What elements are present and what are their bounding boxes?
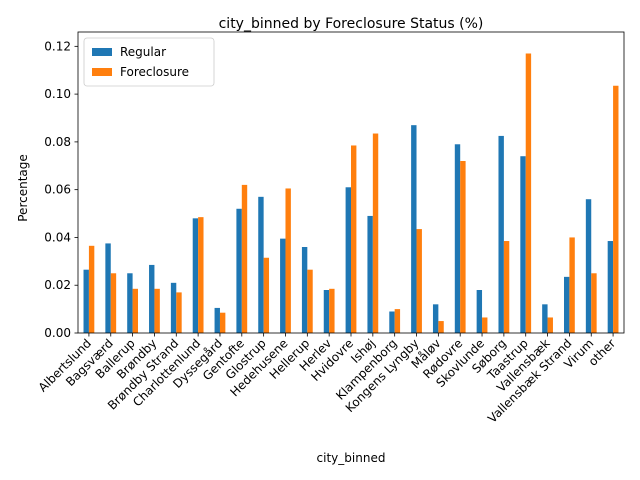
bar-regular-13 [367,215,373,333]
bar-regular-19 [498,135,504,333]
legend-box [83,37,215,87]
bar-regular-9 [280,238,286,333]
bar-foreclosure-5 [198,217,204,333]
bar-regular-0 [83,269,89,333]
y-tick-label: 0.04 [44,230,71,244]
bar-foreclosure-23 [591,273,597,333]
bar-regular-4 [170,282,177,333]
bar-foreclosure-3 [154,288,160,333]
bar-regular-23 [585,199,592,333]
y-tick-label: 0.08 [44,135,71,149]
bar-regular-12 [345,187,351,333]
bar-foreclosure-8 [263,257,270,333]
bar-regular-8 [258,196,264,333]
legend: Regular Foreclosure [83,37,215,87]
bar-foreclosure-4 [176,292,182,333]
legend-swatch-regular [92,48,112,56]
bar-foreclosure-11 [329,288,335,333]
bar-foreclosure-16 [438,321,444,333]
bar-foreclosure-19 [503,241,510,333]
x-axis-title: city_binned [317,451,386,465]
legend-label-regular: Regular [120,45,166,59]
bar-regular-3 [149,264,155,333]
bar-regular-17 [454,144,461,333]
bar-foreclosure-7 [241,184,248,333]
bar-regular-10 [301,247,308,333]
bar-foreclosure-22 [569,237,575,333]
bar-foreclosure-1 [110,273,117,333]
bar-regular-1 [105,243,111,333]
chart-title: city_binned by Foreclosure Status (%) [219,16,484,32]
bar-regular-21 [542,304,548,333]
bar-regular-16 [432,304,439,333]
bar-foreclosure-2 [132,288,138,333]
bar-foreclosure-9 [285,188,291,333]
bar-foreclosure-0 [88,245,95,333]
bar-foreclosure-24 [613,85,619,333]
y-axis-title: Percentage [16,154,30,222]
legend-swatch-foreclosure [92,68,112,76]
bar-foreclosure-13 [372,133,379,333]
y-tick-label: 0.10 [44,87,71,101]
bar-regular-6 [214,307,220,333]
plot-area [77,31,625,334]
bar-regular-22 [564,276,570,333]
bar-regular-2 [127,273,133,333]
bar-regular-24 [607,241,614,333]
bar-foreclosure-12 [351,145,357,333]
bar-regular-11 [323,290,330,333]
bar-foreclosure-17 [460,161,466,333]
y-tick-label: 0.00 [44,326,71,340]
y-tick-label: 0.06 [44,183,71,197]
bar-regular-18 [476,290,483,333]
y-tick-label: 0.12 [44,39,71,53]
bar-regular-14 [389,311,395,333]
bar-foreclosure-14 [394,309,401,333]
bar-foreclosure-6 [219,312,226,333]
bar-regular-20 [520,156,526,333]
legend-label-foreclosure: Foreclosure [120,65,189,79]
bar-foreclosure-18 [482,317,488,333]
bar-foreclosure-15 [416,229,422,333]
bar-regular-15 [411,125,417,333]
y-axis: 0.00 0.02 0.04 0.06 0.08 0.10 0.12 [44,39,78,340]
bar-foreclosure-20 [525,53,532,333]
y-tick-label: 0.02 [44,278,71,292]
bar-foreclosure-10 [307,269,313,333]
bar-regular-7 [236,208,242,333]
bar-regular-5 [192,218,199,333]
bar-foreclosure-21 [547,317,553,333]
